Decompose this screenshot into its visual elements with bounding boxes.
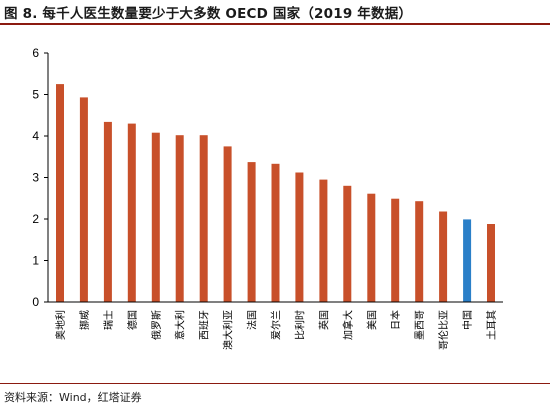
y-tick-label: 1 (32, 254, 39, 268)
chart-title: 图 8. 每千人医生数量要少于大多数 OECD 国家（2019 年数据） (4, 6, 413, 22)
bar-0 (56, 84, 64, 302)
x-tick-label: 加拿大 (341, 310, 354, 340)
x-tick-label: 哥伦比亚 (437, 310, 450, 350)
bar-10 (295, 172, 304, 302)
x-tick-label: 奥地利 (54, 310, 67, 340)
x-tick-label: 中国 (461, 310, 474, 330)
bar-2 (103, 121, 112, 303)
x-tick-label: 俄罗斯 (150, 310, 163, 340)
bar-7 (223, 146, 232, 302)
x-tick-label: 瑞士 (102, 310, 115, 330)
bars (56, 84, 495, 303)
bar-12 (343, 185, 352, 302)
x-tick-label: 挪威 (78, 310, 91, 330)
title-divider (0, 23, 550, 25)
bar-14 (391, 198, 400, 302)
bar-8 (247, 162, 256, 302)
bar-chart: 0 1 2 3 4 5 6 奥地利 挪威 瑞士 德国 俄罗斯 意大利 西班牙 澳大利亚 法国 爱尔兰 比利时 英国… (32, 46, 503, 350)
bar-13 (367, 193, 376, 302)
y-tick-label: 3 (32, 171, 39, 185)
bar-17 (463, 219, 472, 302)
source-note: 资料来源：Wind，红塔证券 (4, 391, 142, 404)
y-tick-label: 2 (32, 212, 39, 226)
x-tick-label: 意大利 (174, 310, 187, 340)
bar-3 (127, 123, 136, 302)
x-tick-label: 英国 (317, 310, 330, 330)
x-tick-label: 美国 (365, 310, 378, 330)
source-divider (0, 383, 550, 384)
x-tick-label: 土耳其 (485, 310, 498, 340)
y-tick-label: 5 (32, 88, 39, 102)
y-tick-label: 0 (32, 295, 39, 309)
bar-6 (199, 135, 208, 302)
bar-16 (439, 211, 448, 302)
x-tick-label: 西班牙 (199, 310, 211, 340)
bar-4 (151, 132, 160, 302)
bar-1 (79, 97, 88, 303)
x-tick-label: 爱尔兰 (270, 310, 283, 340)
x-tick-label: 澳大利亚 (222, 310, 235, 350)
x-tick-label: 比利时 (294, 310, 306, 340)
bar-11 (319, 179, 328, 302)
x-tick-label: 德国 (126, 310, 139, 330)
y-tick-label: 6 (32, 46, 39, 60)
y-axis: 0 1 2 3 4 5 6 (32, 46, 49, 309)
bar-5 (175, 135, 184, 302)
bar-9 (271, 163, 280, 302)
x-tick-label: 法国 (246, 310, 259, 330)
x-tick-label: 日本 (389, 310, 402, 330)
bar-18 (487, 224, 495, 302)
x-axis-labels: 奥地利 挪威 瑞士 德国 俄罗斯 意大利 西班牙 澳大利亚 法国 爱尔兰 比利时 英国 加拿大 美国 日本墨… (54, 310, 498, 350)
bar-15 (415, 201, 424, 302)
y-tick-label: 4 (32, 129, 39, 143)
x-tick-label: 墨西哥 (414, 310, 426, 340)
